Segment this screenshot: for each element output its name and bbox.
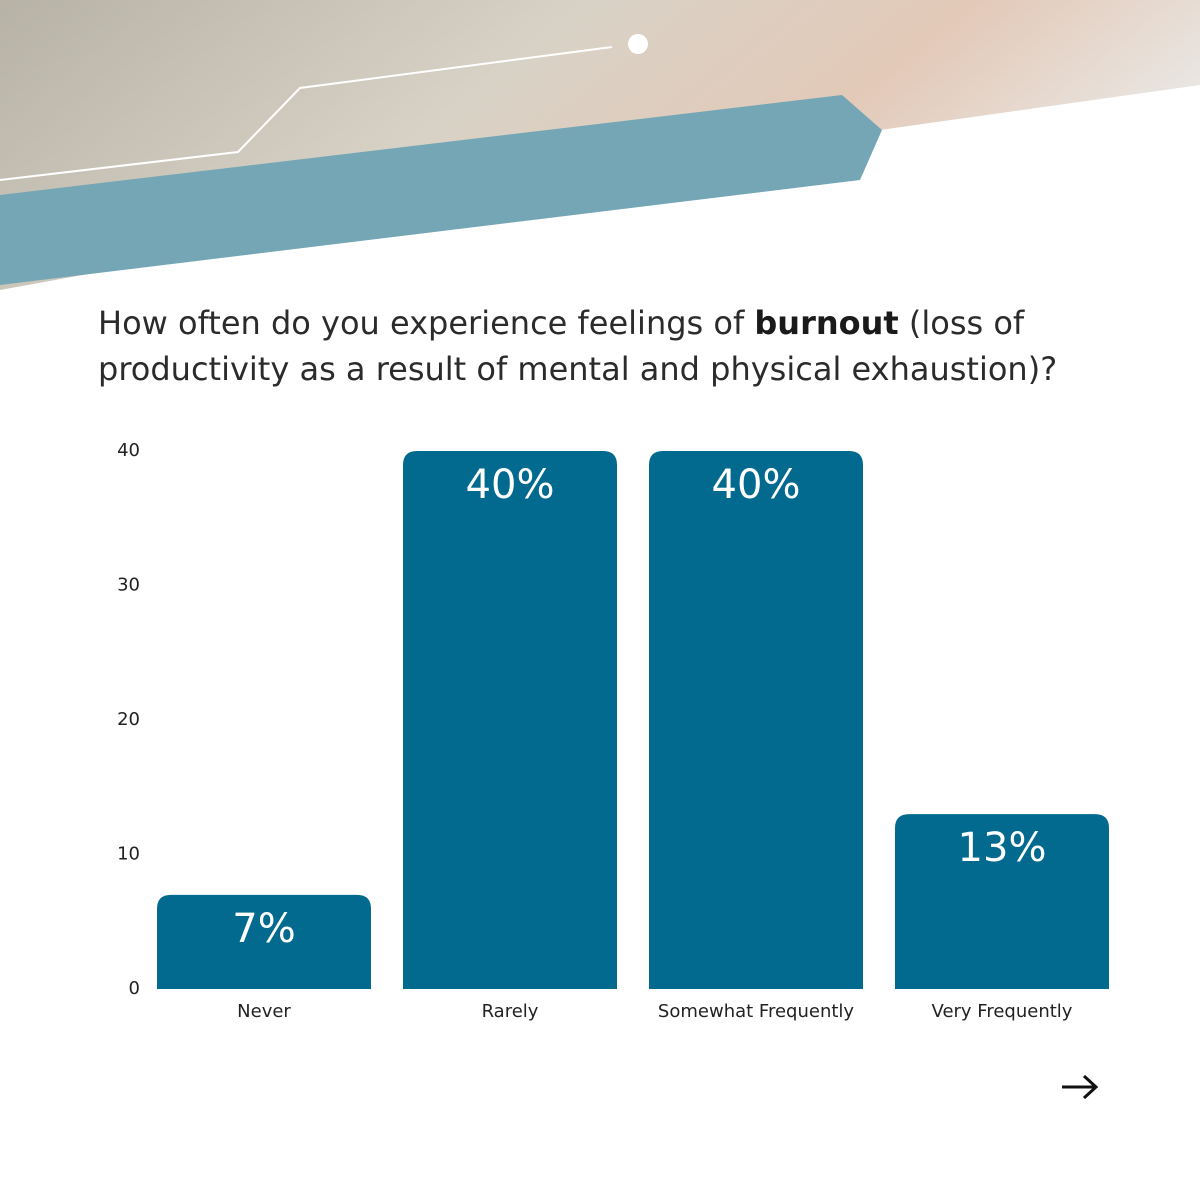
value-label: 40% — [466, 462, 555, 508]
title-text: (loss of productivity as a result of men… — [98, 304, 1058, 388]
title-text: How often do you experience feelings of — [98, 304, 745, 342]
x-tick-label: Never — [237, 1001, 291, 1022]
y-tick-label: 30 — [117, 575, 140, 596]
next-arrow — [1062, 1074, 1099, 1100]
bar — [649, 451, 863, 989]
x-tick-label: Very Frequently — [932, 1001, 1073, 1022]
x-tick-label: Somewhat Frequently — [658, 1001, 854, 1022]
y-tick-label: 10 — [117, 844, 140, 865]
bar — [895, 814, 1109, 989]
title-emphasis: burnout — [754, 304, 899, 342]
x-tick-label: Rarely — [482, 1001, 539, 1022]
y-tick-label: 40 — [117, 440, 140, 461]
chart-title: How often do you experience feelings of … — [98, 300, 1128, 392]
value-label: 13% — [958, 825, 1047, 871]
y-tick-label: 0 — [129, 978, 140, 999]
y-tick-label: 20 — [117, 709, 140, 730]
header-line — [0, 46, 613, 181]
bar — [403, 451, 617, 989]
header-dot — [628, 34, 648, 54]
value-label: 7% — [232, 906, 295, 952]
value-label: 40% — [712, 462, 801, 508]
bar — [157, 894, 371, 989]
header-band — [0, 95, 882, 285]
